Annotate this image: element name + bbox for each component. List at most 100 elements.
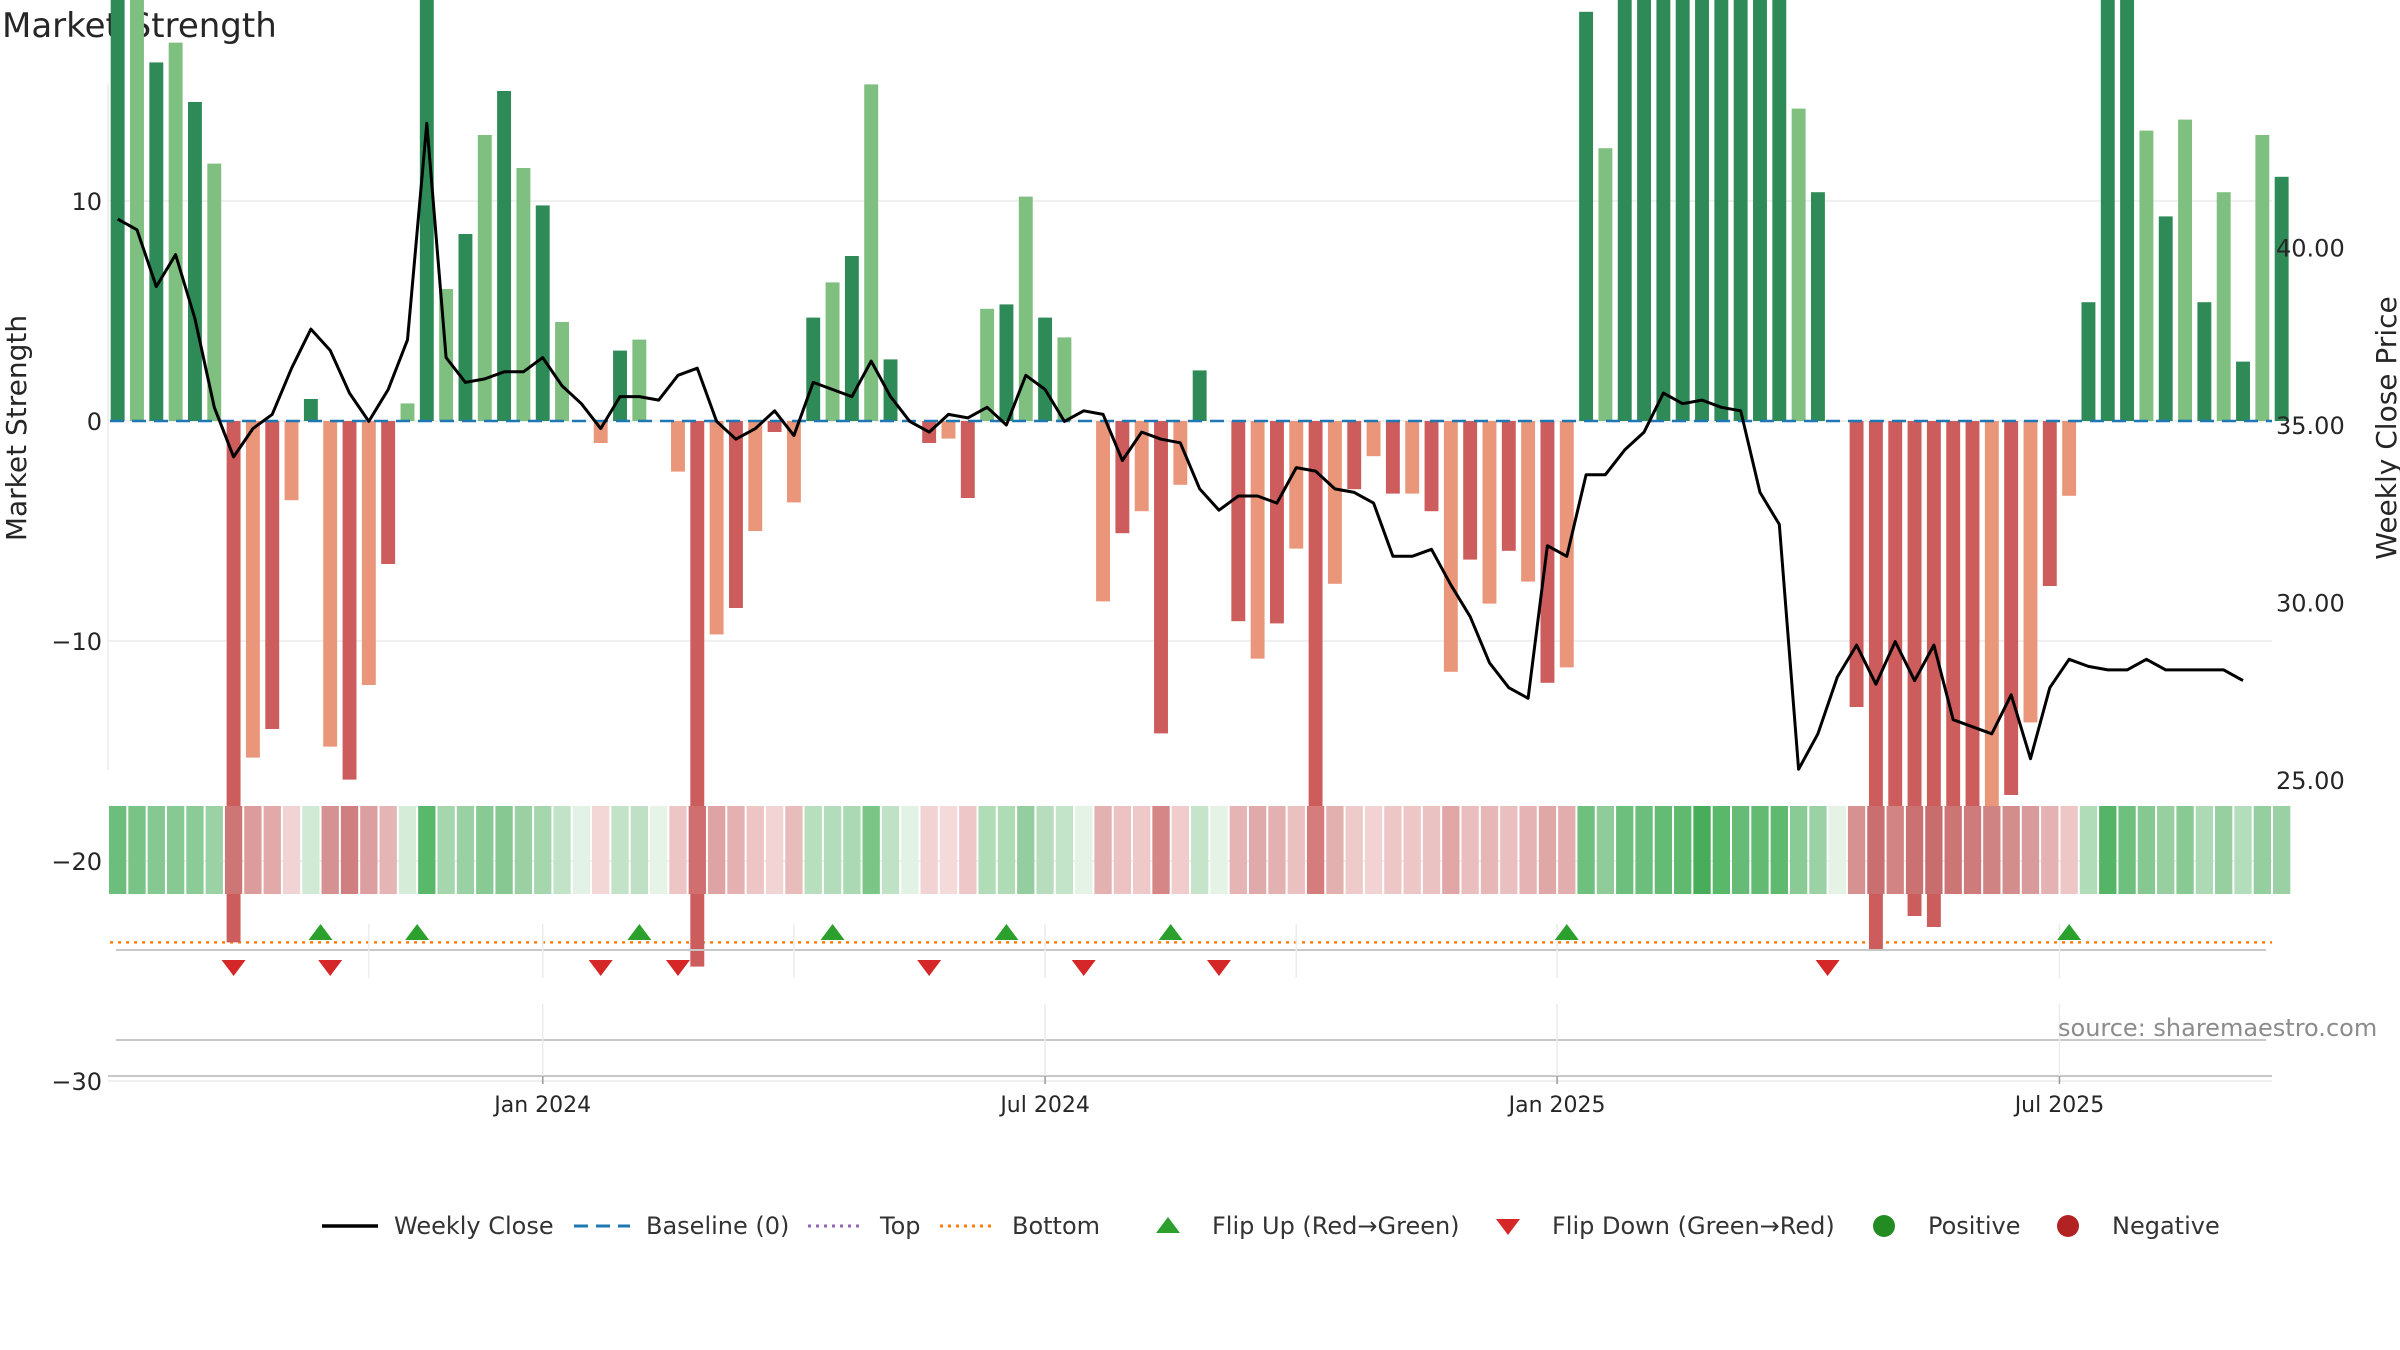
heat-cell <box>1210 806 1228 894</box>
heat-cell <box>1963 806 1982 894</box>
x-tick-label: Jul 2024 <box>998 1093 1090 1118</box>
heat-cell <box>1364 806 1383 894</box>
strength-bar <box>1521 421 1536 582</box>
strength-bar <box>960 421 975 498</box>
strength-bar <box>419 0 434 421</box>
axes: 3020100−10−20−3040.0035.0030.0025.00Mark… <box>0 84 2400 1096</box>
strength-bar <box>1598 148 1613 421</box>
dotted-line-legend-symbol <box>808 1224 864 1228</box>
triangle-up-legend-symbol <box>1156 1217 1180 1233</box>
flip-down-marker <box>665 960 690 976</box>
flip-up-marker <box>820 924 845 940</box>
strength-bar <box>284 421 299 501</box>
strength-bar <box>381 421 396 564</box>
heat-cell <box>959 806 977 894</box>
legend-marker <box>1156 1217 1180 1233</box>
strength-bar <box>728 421 743 608</box>
strength-bar <box>149 62 164 422</box>
y-tick-label-right: 25.00 <box>2276 767 2345 795</box>
strength-bar <box>613 350 627 421</box>
strength-bar <box>883 359 898 421</box>
strength-bar <box>1173 421 1188 485</box>
legend: Weekly Close Baseline (0) Top Bottom Flip Up… <box>0 1206 2400 1246</box>
flip-up-marker <box>994 924 1019 940</box>
legend-label: Baseline (0) <box>646 1212 790 1240</box>
heat-cell <box>997 806 1016 894</box>
strength-bar <box>1057 337 1072 421</box>
heat-cell <box>282 806 301 894</box>
strength-bar <box>844 256 859 421</box>
heat-cell <box>765 806 784 894</box>
x-tick-label: Jul 2025 <box>2013 1093 2105 1118</box>
legend-item: Flip Up (Red→Green) <box>1138 1206 1460 1246</box>
strength-bar <box>1849 421 1864 707</box>
strength-bar <box>535 205 550 421</box>
heat-cell <box>1442 806 1460 894</box>
strength-bar <box>361 421 376 685</box>
heat-cell <box>302 806 320 894</box>
heat-cell <box>166 806 185 894</box>
strength-bar <box>1269 421 1284 624</box>
strength-bar <box>864 84 879 422</box>
heat-cell <box>650 806 668 894</box>
heat-cell <box>1809 806 1827 894</box>
heat-cell <box>1480 806 1499 894</box>
heat-cell <box>707 806 726 894</box>
strength-bar <box>458 234 473 421</box>
strength-bar <box>516 168 531 421</box>
strength-bar <box>1733 0 1748 421</box>
heat-cell <box>1171 806 1189 894</box>
heat-cell <box>1422 806 1441 894</box>
legend-item: Baseline (0) <box>572 1206 789 1246</box>
strength-bar <box>1115 421 1130 534</box>
strength-bar <box>1984 421 1999 839</box>
y-tick-label-left: 10 <box>71 188 102 216</box>
strength-bar <box>2120 0 2135 421</box>
heat-cell <box>1036 806 1054 894</box>
strength-bar <box>1250 421 1265 659</box>
strength-bar <box>748 421 763 531</box>
heat-cell <box>727 806 745 894</box>
flip-down-marker <box>221 960 246 976</box>
heat-cell <box>147 806 165 894</box>
strength-bar <box>168 42 183 421</box>
source-note: source: sharemaestro.com <box>2058 1014 2378 1042</box>
strength-bar <box>1501 421 1516 551</box>
legend-marker <box>2057 1215 2079 1237</box>
strength-bar <box>1347 421 1362 490</box>
y-tick-label-right: 30.00 <box>2276 590 2345 618</box>
heat-cell <box>379 806 397 894</box>
strength-bar <box>709 421 724 635</box>
heat-cell <box>1712 806 1730 894</box>
strength-bar <box>1482 421 1497 604</box>
strength-bar <box>1695 0 1709 421</box>
strength-bar <box>1424 421 1439 512</box>
heat-cell <box>224 806 243 894</box>
y-tick-label-left: −30 <box>51 1068 102 1096</box>
heat-cell <box>186 806 204 894</box>
strength-bar <box>265 421 280 729</box>
heat-cell <box>688 806 706 894</box>
x-axis: Jan 2024 Jul 2024 Jan 2025 Jul 2025 <box>108 1004 2272 1118</box>
triangle-down-legend-symbol <box>1496 1219 1520 1235</box>
strength-bar <box>1926 421 1941 927</box>
y-tick-label-right: 35.00 <box>2276 412 2345 440</box>
strength-bar <box>1038 317 1053 421</box>
strength-bar <box>1308 421 1323 877</box>
heat-cell <box>2157 806 2175 894</box>
legend-item: Top <box>806 1206 921 1246</box>
strength-bars <box>110 0 2289 967</box>
heat-cell <box>2253 806 2271 894</box>
flip-up-marker <box>405 924 430 940</box>
heat-cell <box>978 806 996 894</box>
strength-bar <box>1965 421 1980 872</box>
strength-bar <box>1154 421 1168 734</box>
strength-bar <box>2197 302 2212 421</box>
heat-cell <box>1925 806 1943 894</box>
heat-cell <box>2099 806 2117 894</box>
strength-bar <box>400 403 415 421</box>
flip-up-marker <box>1158 924 1183 940</box>
heat-cell <box>476 806 494 894</box>
heat-cell <box>939 806 958 894</box>
strength-bar <box>671 421 685 472</box>
